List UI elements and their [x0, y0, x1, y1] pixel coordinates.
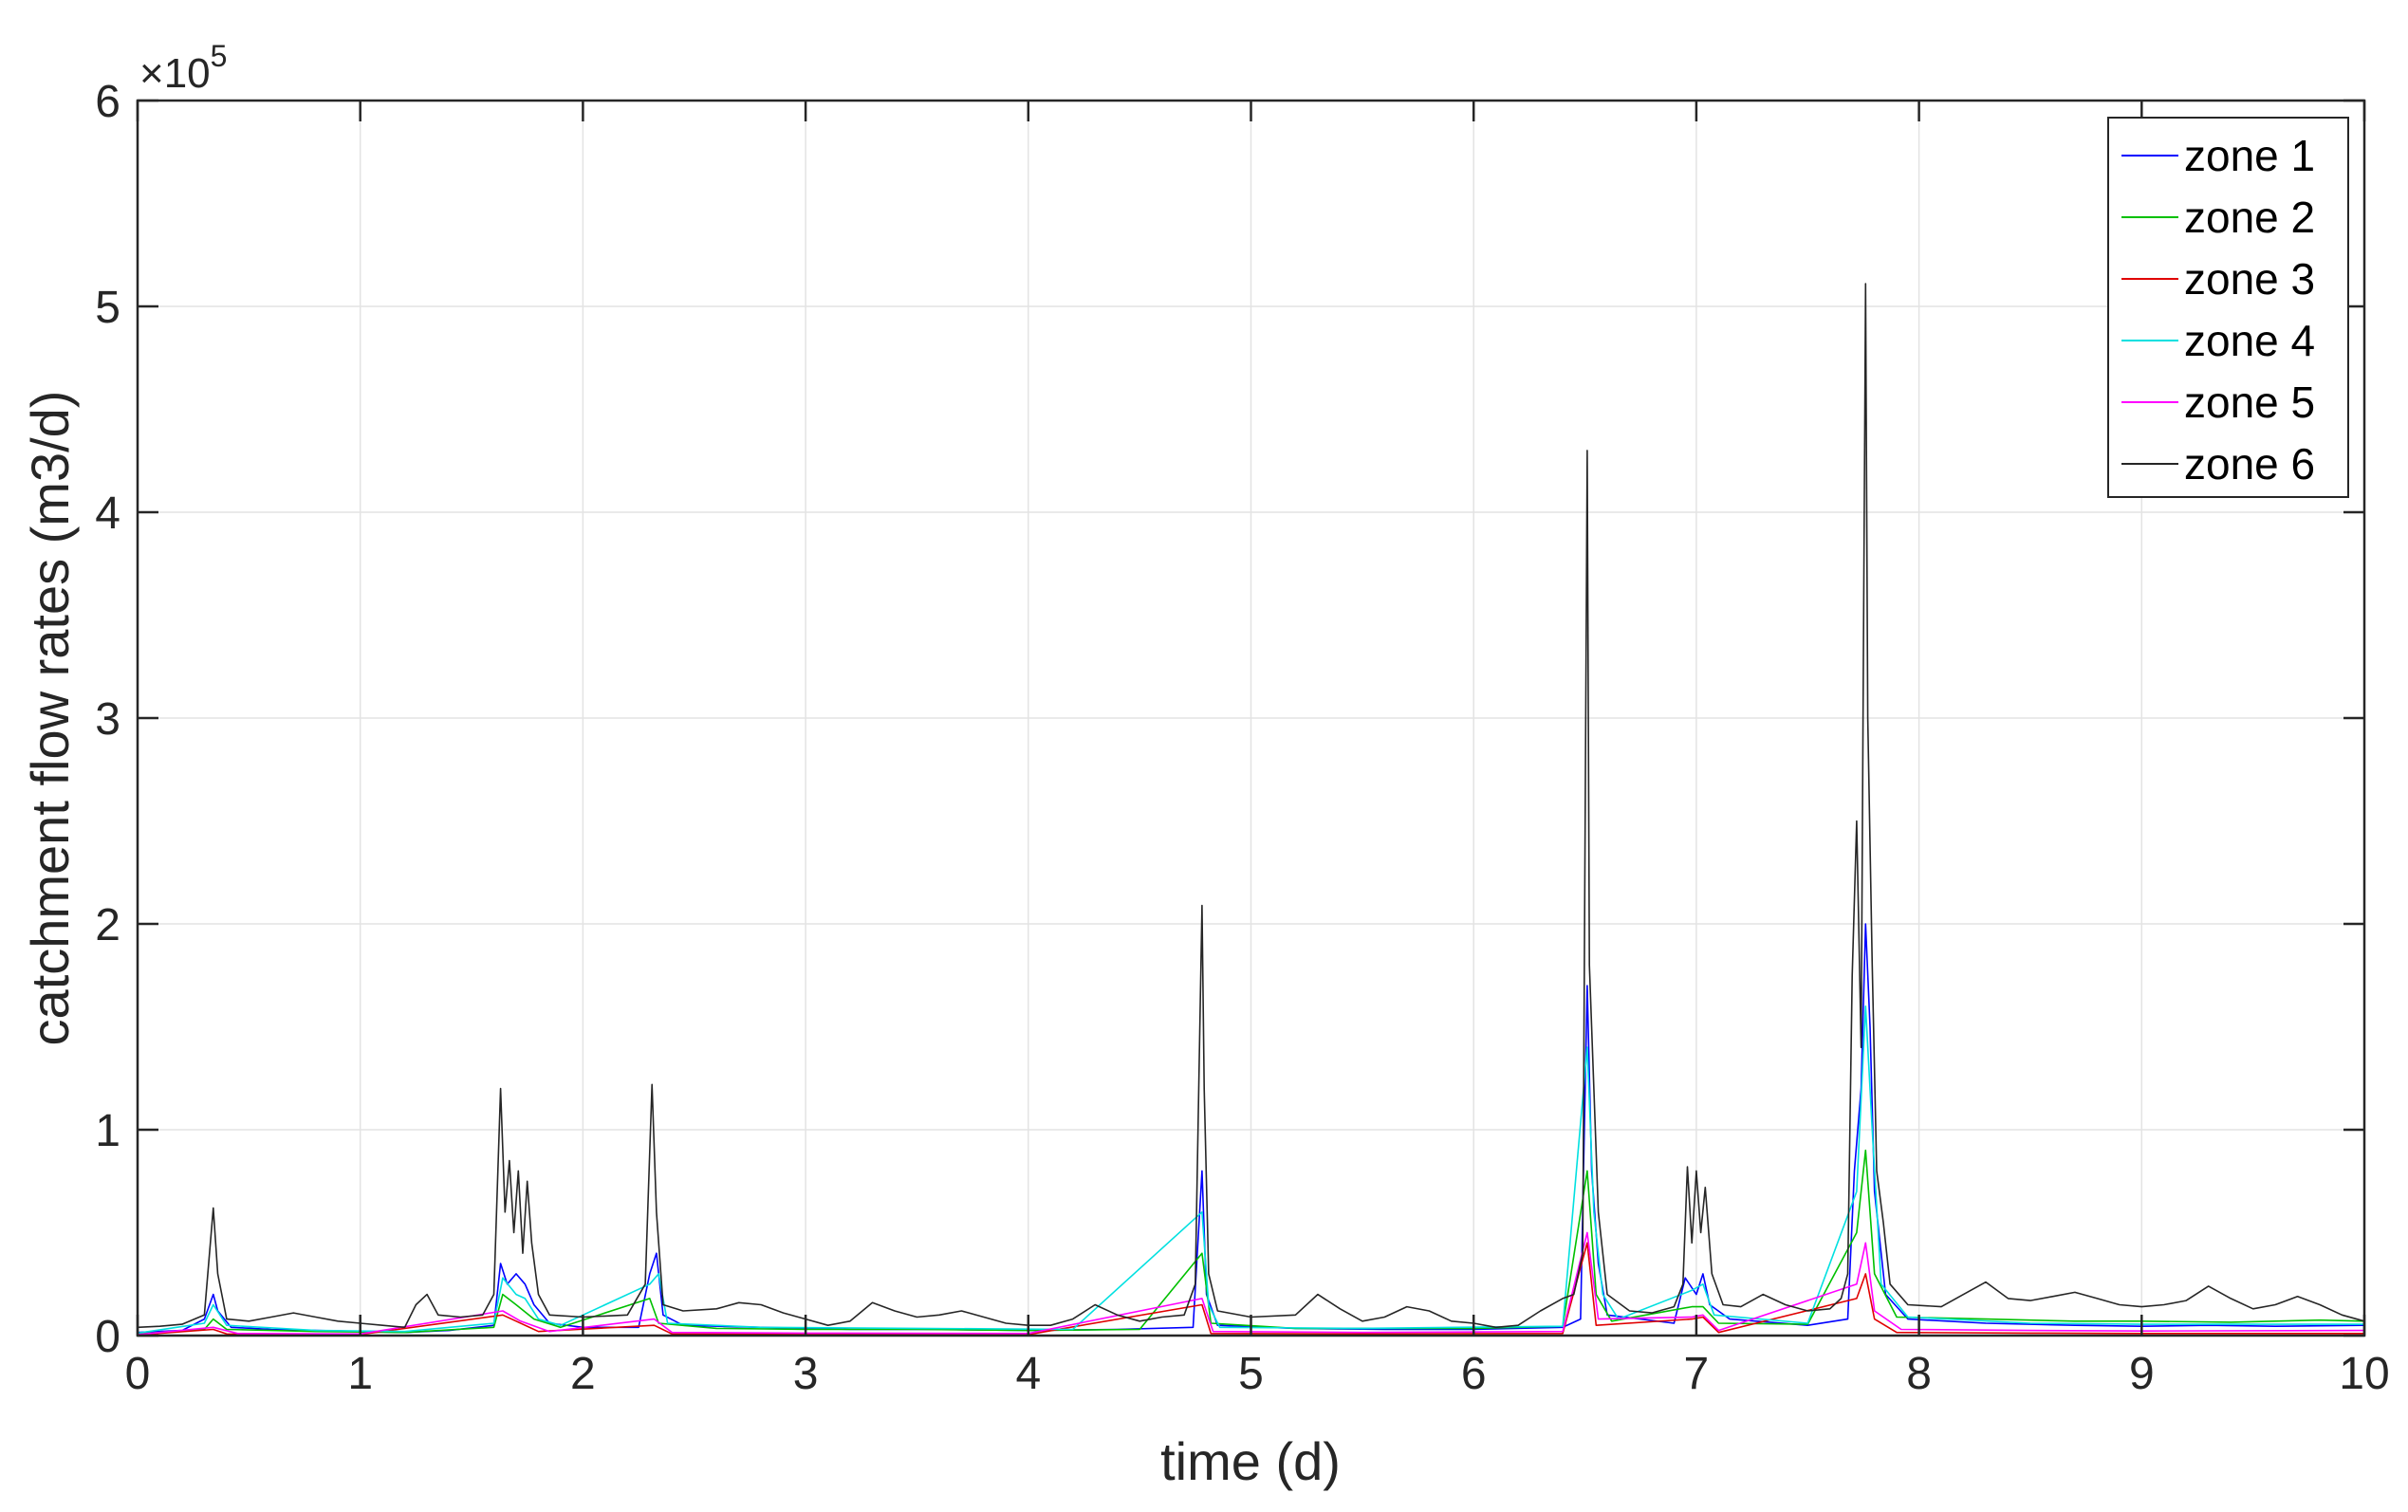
x-tick-label: 3: [793, 1349, 819, 1399]
x-tick-label: 4: [1015, 1349, 1041, 1399]
x-tick-label: 7: [1684, 1349, 1710, 1399]
y-tick-label: 5: [95, 283, 120, 333]
y-tick-labels: 0 1 2 3 4 5 6: [95, 77, 120, 1362]
x-tick-label: 1: [347, 1349, 373, 1399]
legend-label-zone-6: zone 6: [2184, 439, 2315, 489]
y-tick-label: 1: [95, 1106, 120, 1156]
legend-box: [2107, 117, 2349, 498]
y-tick-label: 3: [95, 694, 120, 745]
axis-ticks: [136, 99, 2366, 1337]
legend-label-zone-1: zone 1: [2184, 131, 2315, 180]
y-tick-label: 6: [95, 77, 120, 127]
y-axis-exponent: ×105: [139, 39, 227, 97]
x-tick-label: 2: [570, 1349, 596, 1399]
legend[interactable]: zone 1 zone 2 zone 3 zone 4 zone 5 zone 6: [2107, 117, 2349, 498]
legend-label-zone-2: zone 2: [2184, 193, 2315, 242]
legend-entries: zone 1 zone 2 zone 3 zone 4 zone 5 zone 6: [2121, 131, 2315, 489]
series-line-zone-4: [137, 1005, 2364, 1335]
x-axis-title: time (d): [1160, 1431, 1341, 1491]
series-line-zone-3: [137, 1242, 2364, 1337]
y-exponent-power: 5: [211, 39, 228, 73]
y-exponent-prefix: ×10: [139, 50, 211, 97]
y-axis-title: catchment flow rates (m3/d): [20, 391, 80, 1046]
x-tick-label: 5: [1238, 1349, 1264, 1399]
series-lines: [137, 283, 2365, 1337]
y-tick-label: 0: [95, 1312, 120, 1362]
y-tick-label: 2: [95, 900, 120, 950]
x-tick-label: 8: [1906, 1349, 1932, 1399]
x-tick-label: 10: [2339, 1349, 2389, 1399]
x-tick-label: 6: [1461, 1349, 1487, 1399]
series-line-zone-5: [137, 1231, 2365, 1336]
legend-label-zone-5: zone 5: [2184, 378, 2315, 427]
x-tick-label: 9: [2129, 1349, 2155, 1399]
legend-label-zone-4: zone 4: [2184, 316, 2315, 365]
series-line-zone-6: [137, 283, 2365, 1329]
x-tick-labels: 0 1 2 3 4 5 6 7 8 9 10: [125, 1349, 2390, 1399]
x-tick-label: 0: [125, 1349, 151, 1399]
legend-label-zone-3: zone 3: [2184, 254, 2315, 304]
y-tick-label: 4: [95, 489, 120, 539]
